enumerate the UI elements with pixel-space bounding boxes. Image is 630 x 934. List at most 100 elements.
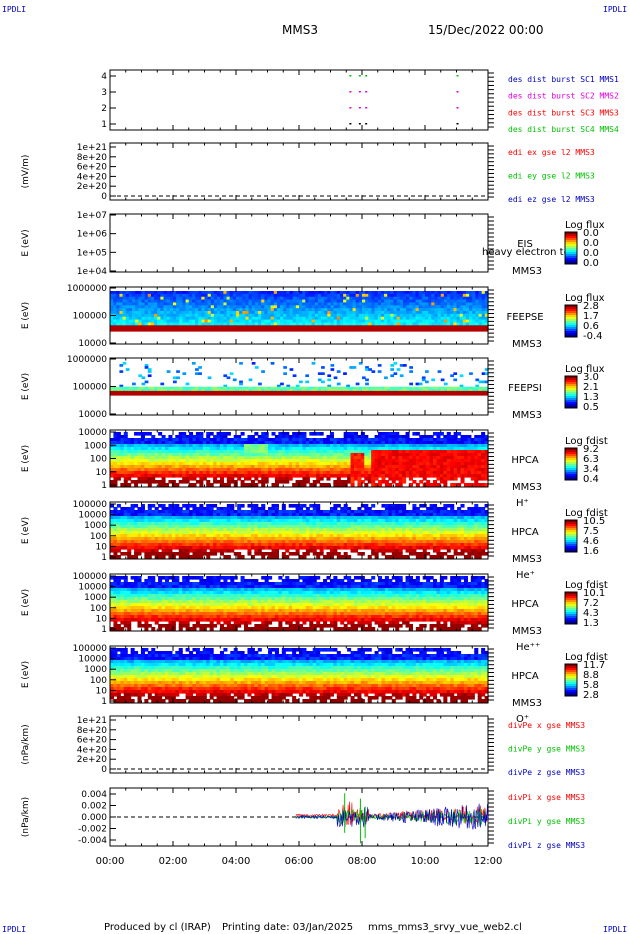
feepse-panel-heatmap-cell (138, 291, 143, 295)
feepsi-panel-heatmap-cell (399, 374, 404, 378)
hpca-h-panel-heatmap-cell (388, 444, 393, 448)
hpca-h-panel-heatmap-cell (350, 435, 355, 439)
feepse-panel-heatmap-cell (336, 316, 341, 321)
feepse-panel-heatmap-cell (254, 319, 259, 324)
feepsi-panel-heatmap-cell (264, 390, 269, 394)
hpca-h-panel-heatmap-cell (230, 459, 235, 463)
hpca-h-panel-heatmap-cell (178, 474, 183, 478)
feepse-panel-heatmap-cell (380, 322, 385, 326)
feepsi-panel-heatmap-cell (280, 388, 284, 392)
hpca-h-panel-heatmap-cell (374, 435, 379, 439)
feepse-panel-heatmap-cell (425, 322, 429, 326)
hpca-h-panel-heatmap-cell (171, 450, 176, 454)
feepse-panel-heatmap-cell (163, 311, 168, 315)
hpca-h-panel-heatmap-cell (429, 438, 434, 442)
hpca-he-panel-heatmap-cell (182, 516, 187, 520)
feepse-panel-heatmap-cell (305, 299, 310, 304)
feepse-panel-heatmap-cell (362, 313, 366, 318)
hpca-he-panel-heatmap-cell (168, 534, 173, 538)
feepse-panel-heatmap-cell (292, 322, 297, 326)
feepse-panel-heatmap-cell (336, 299, 341, 304)
hpca-h-panel-heatmap-cell (219, 447, 224, 451)
feepsi-panel-heatmap-cell (147, 370, 152, 373)
feepse-panel-heatmap-cell (286, 322, 291, 326)
hpca-he-panel-heatmap-cell (161, 537, 166, 541)
hpca-h-panel-heatmap-cell (233, 438, 238, 442)
hpca-h-panel-heatmap-cell (171, 456, 176, 460)
hpca-h-panel-heatmap-cell (388, 468, 393, 472)
feepse-panel-y-tick-label: 1000000 (67, 284, 107, 294)
feepse-panel-heatmap-cell (399, 293, 404, 298)
hpca-he-panel-heatmap-cell (123, 507, 128, 511)
hpca-h-panel-heatmap-cell (371, 483, 376, 487)
feepse-panel-heatmap-cell (122, 302, 127, 306)
hpca-h-panel-heatmap-cell (261, 435, 266, 439)
hpca-h-panel-heatmap-cell (316, 444, 321, 448)
hpca-h-panel-heatmap-cell (182, 471, 187, 475)
feepse-panel-heatmap-cell (358, 313, 363, 318)
hpca-he-panel-heatmap-cell (127, 540, 132, 544)
feepsi-panel-heatmap-cell (365, 386, 369, 390)
feepsi-panel-heatmap-cell (213, 390, 218, 394)
hpca-h-panel-heatmap-cell (144, 462, 149, 466)
feepse-panel-heatmap-cell (412, 305, 417, 309)
feepsi-panel-heatmap-cell (352, 366, 357, 369)
feepse-panel-heatmap-cell (125, 293, 130, 298)
feepse-panel-heatmap-cell (384, 299, 388, 304)
feepsi-panel-heatmap-cell (434, 386, 439, 390)
hpca-h-panel-heatmap-cell (415, 462, 420, 466)
feepse-panel-heatmap-cell (292, 296, 297, 301)
feepse-panel-heatmap-cell (119, 311, 124, 315)
hpca-h-panel-heatmap-cell (391, 468, 396, 472)
feepsi-panel-heatmap-cell (393, 372, 398, 375)
feepse-panel-heatmap-cell (317, 291, 322, 295)
edi-panel-legend-item: edi ey gse l2 MMS3 (508, 172, 595, 181)
feepse-panel-heatmap-cell (292, 291, 297, 295)
feepse-panel-heatmap-cell (122, 296, 127, 301)
hpca-h-panel-heatmap-cell (405, 447, 410, 451)
hpca-h-panel-heatmap-cell (378, 483, 383, 487)
feepse-panel-heatmap-cell (302, 293, 306, 298)
feepse-panel-heatmap-cell (377, 308, 382, 312)
hpca-he-panel-heatmap-cell (185, 516, 190, 520)
hpca-he-panel-heatmap-cell (164, 519, 170, 523)
feepsi-panel-heatmap-cell (248, 392, 253, 396)
feepse-panel-heatmap-cell (242, 316, 247, 321)
hpca-he-panel-heatmap-cell (147, 510, 152, 514)
feepse-panel-heatmap-cell (188, 308, 193, 312)
feepse-panel-heatmap-cell (239, 305, 243, 309)
hpca-he-panel-heatmap-cell (178, 549, 183, 553)
hpca-h-panel-heatmap-cell (171, 459, 176, 463)
hpca-h-panel-heatmap-cell (305, 450, 310, 454)
hpca-h-panel-heatmap-cell (439, 447, 444, 451)
hpca-he-panel-heatmap-cell (171, 507, 176, 511)
hpca-h-panel-heatmap-cell (158, 438, 163, 442)
hpca-he-panel-heatmap-cell (127, 552, 132, 556)
feepsi-panel-heatmap-cell (368, 388, 373, 392)
feepse-panel-heatmap-cell (113, 319, 117, 324)
feepse-panel-heatmap-cell (135, 328, 139, 332)
feepse-panel-heatmap-cell (321, 319, 325, 324)
hpca-he-panel-heatmap-cell (168, 510, 173, 514)
hpca-h-panel-heatmap-cell (450, 459, 455, 463)
hpca-h-panel-heatmap-cell (189, 456, 194, 460)
hpca-h-panel-heatmap-cell (360, 432, 365, 436)
hpca-h-panel-heatmap-cell (175, 465, 180, 469)
hpca-h-panel-heatmap-cell (305, 480, 310, 484)
hpca-h-panel-heatmap-cell (340, 453, 345, 457)
feepsi-panel-heatmap-cell (173, 386, 177, 390)
feepsi-panel-heatmap-cell (292, 388, 297, 392)
feepse-panel-heatmap-cell (210, 325, 215, 329)
hpca-h-panel-heatmap-cell (182, 432, 187, 436)
feepse-panel-heatmap-cell (421, 313, 426, 318)
hpca-h-panel-heatmap-cell (278, 468, 283, 472)
feepse-panel-heatmap-cell (324, 311, 328, 315)
hpca-h-panel-heatmap-cell (357, 456, 362, 460)
feepsi-panel-colorbar-cell (565, 398, 577, 401)
hpca-h-panel-heatmap-cell (292, 432, 297, 436)
feepsi-panel-heatmap-cell (188, 388, 193, 392)
feepse-panel-heatmap-cell (358, 293, 363, 298)
hpca-h-panel-heatmap-cell (395, 450, 400, 454)
hpca-h-panel-heatmap-cell (120, 471, 125, 475)
feepse-panel-heatmap-cell (339, 293, 344, 298)
